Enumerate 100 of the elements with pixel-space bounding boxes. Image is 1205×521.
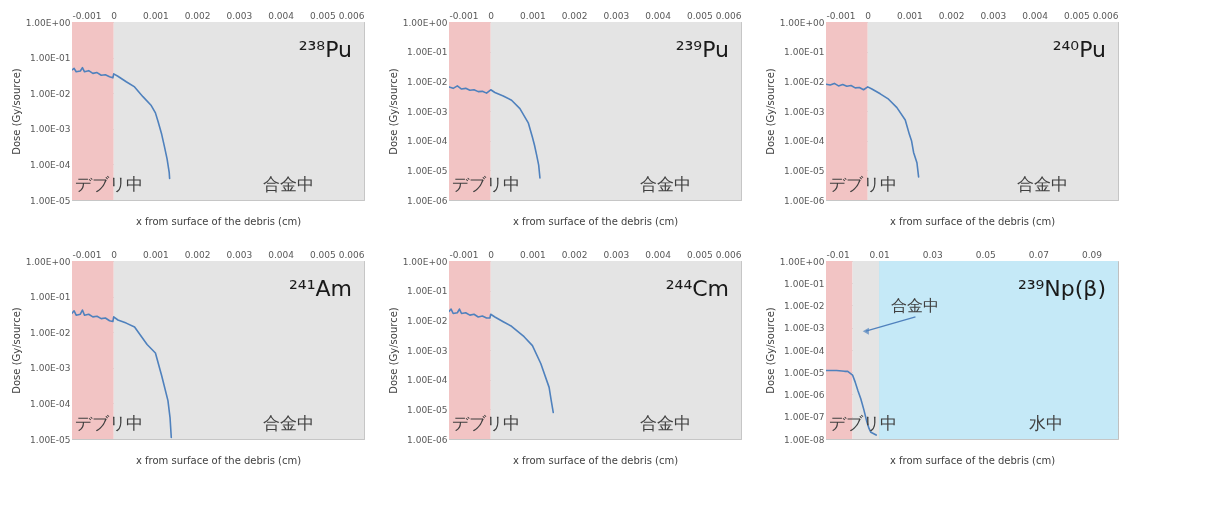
text: ²³⁹Pu [675, 37, 729, 62]
x-tick-label: 0.002 [184, 249, 211, 260]
x-tick-label: 0.001 [143, 10, 169, 21]
y-tick-label: 1.00E+00 [402, 17, 448, 28]
band-label: デブリ中 [75, 174, 143, 194]
y-tick-label: 1.00E-03 [407, 345, 448, 356]
text: ²⁴⁴Cm [665, 276, 729, 301]
x-tick-label: 0 [111, 10, 118, 21]
y-tick-label: 1.00E-05 [784, 367, 825, 378]
x-tick-label: -0.001 [449, 10, 479, 21]
x-tick-label: 0.006 [715, 249, 742, 260]
y-axis-title: Dose (Gy/source) [10, 68, 22, 155]
x-tick-label: 0.003 [980, 10, 1007, 21]
band-label: 合金中 [263, 174, 315, 194]
x-tick-label: 0.004 [1022, 10, 1049, 21]
x-tick-label: 0.004 [645, 249, 672, 260]
x-tick-label: 0.005 [686, 10, 713, 21]
y-tick-label: 1.00E-01 [407, 47, 448, 58]
x-axis-title: x from surface of the debris (cm) [889, 454, 1056, 466]
x-tick-label: -0.001 [72, 10, 102, 21]
y-tick-label: 1.00E-02 [30, 88, 71, 99]
band-label: 合金中 [263, 413, 315, 433]
y-tick-label: 1.00E+00 [779, 17, 825, 28]
band-label: 合金中 [1017, 174, 1069, 194]
y-tick-label: 1.00E-04 [784, 345, 825, 356]
annotation: 合金中 [891, 295, 940, 315]
x-tick-label: 0.001 [143, 249, 169, 260]
x-tick-label: -0.01 [826, 249, 850, 260]
y-tick-label: 1.00E-05 [407, 404, 448, 415]
x-tick-label: 0.001 [520, 10, 546, 21]
y-tick-label: 1.00E-03 [407, 106, 448, 117]
band-label: デブリ中 [829, 174, 897, 194]
x-tick-label: -0.001 [449, 249, 479, 260]
x-axis-title: x from surface of the debris (cm) [889, 215, 1056, 227]
y-tick-label: 1.00E-02 [407, 76, 448, 87]
x-tick-label: 0.003 [603, 10, 630, 21]
y-tick-label: 1.00E-03 [30, 124, 71, 135]
x-tick-label: 0.005 [1063, 10, 1090, 21]
y-tick-label: 1.00E-06 [407, 195, 448, 206]
x-tick-label: 0.005 [309, 249, 336, 260]
y-tick-label: 1.00E+00 [25, 17, 71, 28]
x-tick-label: 0.07 [1028, 249, 1049, 260]
y-tick-label: 1.00E-04 [407, 375, 448, 386]
y-axis-title: Dose (Gy/source) [764, 68, 776, 155]
x-tick-label: 0.05 [975, 249, 996, 260]
x-tick-label: 0.003 [226, 249, 253, 260]
y-tick-label: 1.00E-05 [30, 195, 71, 206]
line-series [826, 369, 877, 436]
y-tick-label: 1.00E-01 [407, 286, 448, 297]
band-label: 合金中 [640, 174, 692, 194]
y-axis-title: Dose (Gy/source) [10, 307, 22, 394]
text: ²⁴¹Am [289, 276, 352, 301]
y-tick-label: 1.00E-06 [784, 195, 825, 206]
line-series [826, 82, 920, 178]
x-tick-label: 0.01 [869, 249, 890, 260]
x-tick-label: 0.005 [309, 10, 336, 21]
text: ²³⁹Np(β) [1017, 276, 1106, 301]
x-tick-label: 0 [111, 249, 118, 260]
x-tick-label: 0.001 [520, 249, 546, 260]
line-series [449, 308, 555, 414]
band-label: デブリ中 [75, 413, 143, 433]
y-tick-label: 1.00E-04 [784, 136, 825, 147]
x-tick-label: 0.003 [226, 10, 253, 21]
y-tick-label: 1.00E-04 [407, 136, 448, 147]
y-tick-label: 1.00E+00 [779, 256, 825, 267]
y-tick-label: 1.00E-01 [30, 53, 71, 64]
x-tick-label: -0.001 [72, 249, 102, 260]
y-tick-label: 1.00E-03 [784, 323, 825, 334]
y-tick-label: 1.00E-04 [30, 159, 71, 170]
x-axis-title: x from surface of the debris (cm) [512, 454, 679, 466]
y-tick-label: 1.00E-02 [784, 301, 825, 311]
y-tick-label: 1.00E-01 [784, 47, 825, 58]
y-tick-label: 1.00E-02 [30, 327, 71, 338]
x-tick-label: 0.004 [268, 10, 295, 21]
x-tick-label: 0.005 [686, 249, 713, 260]
band-label: デブリ中 [452, 174, 520, 194]
x-tick-label: 0.001 [897, 10, 923, 21]
x-tick-label: 0.03 [922, 249, 943, 260]
y-tick-label: 1.00E-03 [784, 106, 825, 117]
y-axis-title: Dose (Gy/source) [387, 68, 399, 155]
x-tick-label: 0 [488, 10, 495, 21]
line-series [72, 309, 173, 439]
x-tick-label: 0.002 [938, 10, 965, 21]
x-tick-label: -0.001 [826, 10, 856, 21]
y-tick-label: 1.00E-06 [784, 390, 825, 400]
x-tick-label: 0.002 [184, 10, 211, 21]
y-tick-label: 1.00E+00 [402, 256, 448, 267]
x-tick-label: 0.002 [561, 249, 588, 260]
y-tick-label: 1.00E-01 [784, 278, 825, 289]
y-axis-title: Dose (Gy/source) [387, 307, 399, 394]
y-tick-label: 1.00E-05 [407, 165, 448, 176]
x-axis-title: x from surface of the debris (cm) [135, 454, 302, 466]
x-tick-label: 0.006 [338, 249, 365, 260]
y-tick-label: 1.00E-05 [784, 165, 825, 176]
y-tick-label: 1.00E-01 [30, 292, 71, 303]
x-tick-label: 0.006 [1092, 10, 1119, 21]
x-axis-title: x from surface of the debris (cm) [512, 215, 679, 227]
y-tick-label: 1.00E+00 [25, 256, 71, 267]
x-tick-label: 0.004 [268, 249, 295, 260]
x-tick-label: 0.006 [338, 10, 365, 21]
